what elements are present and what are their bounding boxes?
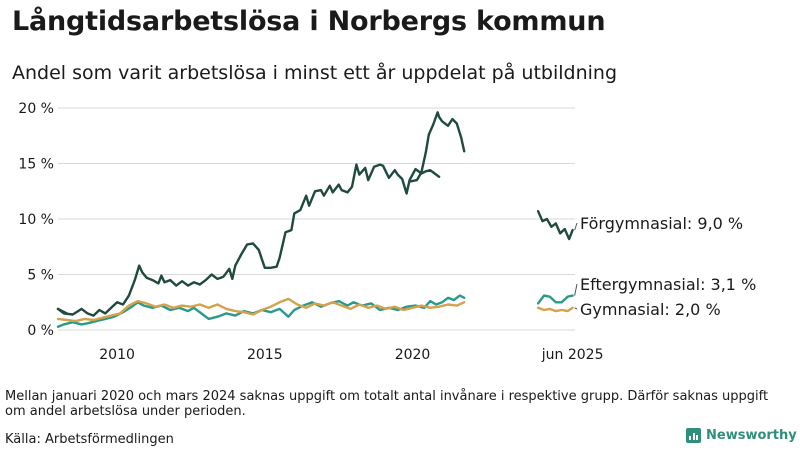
y-tick-label: 10 % [18,212,54,228]
series-label-eftergymnasial: Eftergymnasial: 3,1 % [580,275,756,294]
series-line [56,297,466,323]
y-tick-label: 5 % [27,268,54,284]
x-axis-ticks: 2010 2015 2020 jun 2025 [99,347,603,363]
brand-logo: Newsworthy [686,428,797,443]
chart-title: Långtidsarbetslösa i Norbergs kommun [12,6,606,37]
x-tick-label: 2020 [395,347,431,363]
series-label-förgymnasial: Förgymnasial: 9,0 % [580,214,743,233]
series-label-gymnasial: Gymnasial: 2,0 % [580,300,721,319]
y-tick-label: 15 % [18,157,54,173]
series-eftergymnasial [56,294,574,328]
y-axis-ticks: 0 % 5 % 10 % 15 % 20 % [18,101,54,339]
series-line [56,294,466,328]
footnote: Mellan januari 2020 och mars 2024 saknas… [5,389,769,419]
series-förgymnasial [56,111,574,317]
bar-chart-icon [686,428,701,443]
series-line [56,307,69,315]
y-tick-label: 0 % [27,323,54,339]
series-labels: Förgymnasial: 9,0 % Eftergymnasial: 3,1 %… [574,214,756,319]
series-line-recent [536,306,574,313]
chart-subtitle: Andel som varit arbetslösa i minst ett å… [12,62,618,84]
label-leader [574,307,578,310]
y-tick-label: 20 % [18,101,54,117]
brand-name: Newsworthy [706,428,797,443]
series-line-recent [536,294,574,305]
x-tick-label: jun 2025 [541,347,604,363]
grid-lines [58,107,575,331]
series-gymnasial [56,297,574,323]
series-line [56,163,441,317]
x-tick-label: 2015 [247,347,283,363]
series-line [409,111,466,183]
source-note: Källa: Arbetsförmedlingen [5,432,174,447]
x-tick-label: 2010 [99,347,135,363]
series-line-recent [536,210,574,241]
label-leader [574,283,578,296]
line-chart: 0 %5 %10 %15 %20 % 2010 2015 2020 jun 2025 … [18,101,756,363]
label-leader [574,222,578,231]
series-lines [56,111,574,328]
